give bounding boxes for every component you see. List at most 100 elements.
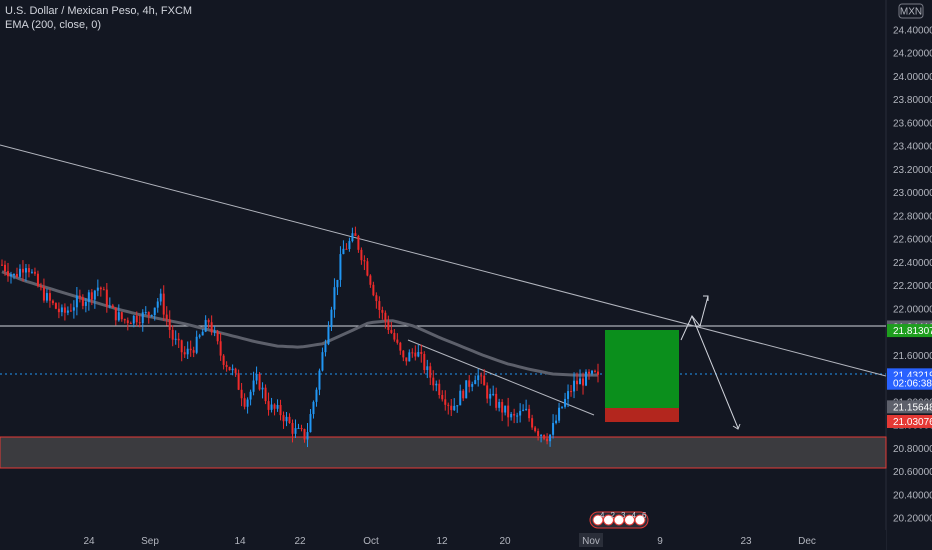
candle-down — [171, 329, 174, 340]
candle-down — [432, 377, 435, 386]
candle-down — [114, 307, 117, 321]
stop-zone[interactable] — [605, 408, 679, 422]
candle-down — [369, 275, 372, 285]
candle-down — [594, 370, 597, 372]
candle-up — [312, 401, 315, 415]
candle-down — [447, 404, 450, 406]
candle-up — [72, 307, 75, 311]
price-tick: 23.00000 — [893, 188, 932, 199]
time-tick: 12 — [436, 536, 448, 547]
candle-up — [552, 423, 555, 435]
candle-down — [168, 319, 171, 330]
candle-down — [387, 321, 390, 331]
price-tick: 23.40000 — [893, 142, 932, 153]
candle-up — [585, 371, 588, 386]
price-tick: 23.80000 — [893, 95, 932, 106]
candle-down — [288, 416, 291, 424]
candle-down — [588, 371, 591, 374]
downtrend-line[interactable] — [0, 144, 887, 377]
projection-arrows[interactable] — [680, 295, 741, 430]
candle-down — [54, 303, 57, 309]
candle-down — [27, 268, 30, 273]
candle-up — [117, 312, 120, 321]
candle-down — [450, 405, 453, 411]
support-zone[interactable] — [0, 436, 887, 469]
ema-line[interactable] — [1, 270, 598, 377]
candle-down — [147, 312, 150, 316]
candle-up — [204, 320, 207, 332]
event-dot[interactable] — [634, 514, 646, 526]
event-count: 6 — [642, 511, 647, 520]
price-tick: 23.20000 — [893, 165, 932, 176]
candle-up — [9, 274, 12, 277]
candle-up — [315, 389, 318, 402]
price-tick: 24.20000 — [893, 49, 932, 60]
time-scale[interactable] — [0, 530, 886, 550]
candle-down — [210, 322, 213, 333]
candle-up — [270, 404, 273, 410]
svg-text:02:06:38: 02:06:38 — [893, 379, 932, 390]
time-tick: 9 — [657, 536, 663, 547]
candle-down — [279, 404, 282, 416]
currency-badge[interactable]: MXN — [898, 3, 924, 19]
candle-up — [435, 383, 438, 386]
candle-up — [525, 408, 528, 410]
candle-up — [285, 416, 288, 422]
candle-down — [366, 261, 369, 276]
candle-up — [333, 287, 336, 310]
candle-up — [45, 293, 48, 301]
candle-up — [327, 326, 330, 345]
candle-up — [24, 268, 27, 273]
candle-down — [411, 352, 414, 354]
candle-up — [144, 312, 147, 314]
event-count: 4 — [600, 511, 605, 520]
candle-up — [75, 295, 78, 308]
long-position-tool[interactable] — [605, 330, 679, 422]
candle-down — [219, 341, 222, 356]
candlesticks[interactable] — [1, 226, 599, 448]
candle-down — [576, 380, 579, 385]
candle-up — [330, 309, 333, 327]
candle-down — [138, 322, 141, 324]
price-scale[interactable] — [886, 0, 932, 550]
candle-down — [222, 355, 225, 365]
candle-down — [216, 331, 219, 342]
price-tick: 23.60000 — [893, 118, 932, 129]
candle-down — [531, 418, 534, 428]
candle-up — [276, 404, 279, 409]
candle-up — [417, 351, 420, 357]
candle-down — [441, 395, 444, 400]
candle-up — [549, 434, 552, 442]
target-zone[interactable] — [605, 330, 679, 408]
price-tick: 24.40000 — [893, 26, 932, 37]
price-tick: 22.60000 — [893, 235, 932, 246]
svg-text:21.15648: 21.15648 — [893, 402, 932, 413]
candle-down — [384, 312, 387, 322]
candle-up — [321, 352, 324, 371]
symbol-title: U.S. Dollar / Mexican Peso, 4h, FXCM — [5, 5, 193, 17]
candle-down — [372, 284, 375, 296]
price-label-green: 21.81307 — [887, 324, 932, 338]
wedge-trendline[interactable] — [407, 339, 595, 416]
candle-up — [459, 390, 462, 406]
candle-down — [513, 413, 516, 416]
candle-down — [282, 415, 285, 422]
candle-down — [6, 271, 9, 277]
candle-up — [201, 331, 204, 336]
ema-indicator-label[interactable]: EMA (200, close, 0) — [5, 19, 101, 31]
candle-down — [345, 248, 348, 250]
candle-down — [42, 287, 45, 301]
candle-up — [18, 268, 21, 277]
candle-down — [162, 293, 165, 315]
candle-up — [498, 402, 501, 408]
candle-down — [423, 354, 426, 371]
candle-up — [348, 241, 351, 249]
candle-up — [84, 301, 87, 306]
candle-down — [264, 387, 267, 402]
candle-down — [360, 249, 363, 261]
candle-down — [21, 268, 24, 273]
time-tick: Oct — [363, 536, 379, 547]
candle-down — [390, 330, 393, 333]
